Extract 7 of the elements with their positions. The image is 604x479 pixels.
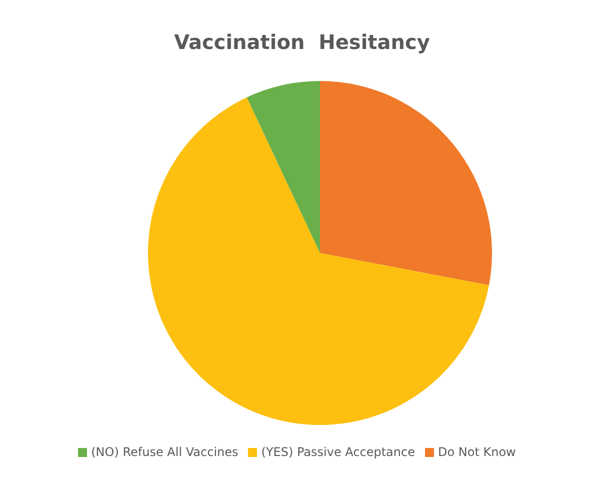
pie-slice (320, 81, 492, 286)
chart-title: Vaccination Hesitancy (173, 29, 431, 54)
pie-slice (246, 81, 320, 253)
pie-slice (148, 97, 489, 425)
legend-label: Do Not Know (438, 445, 516, 459)
legend-label: (YES) Passive Acceptance (261, 445, 415, 459)
legend-label: (NO) Refuse All Vaccines (91, 445, 238, 459)
